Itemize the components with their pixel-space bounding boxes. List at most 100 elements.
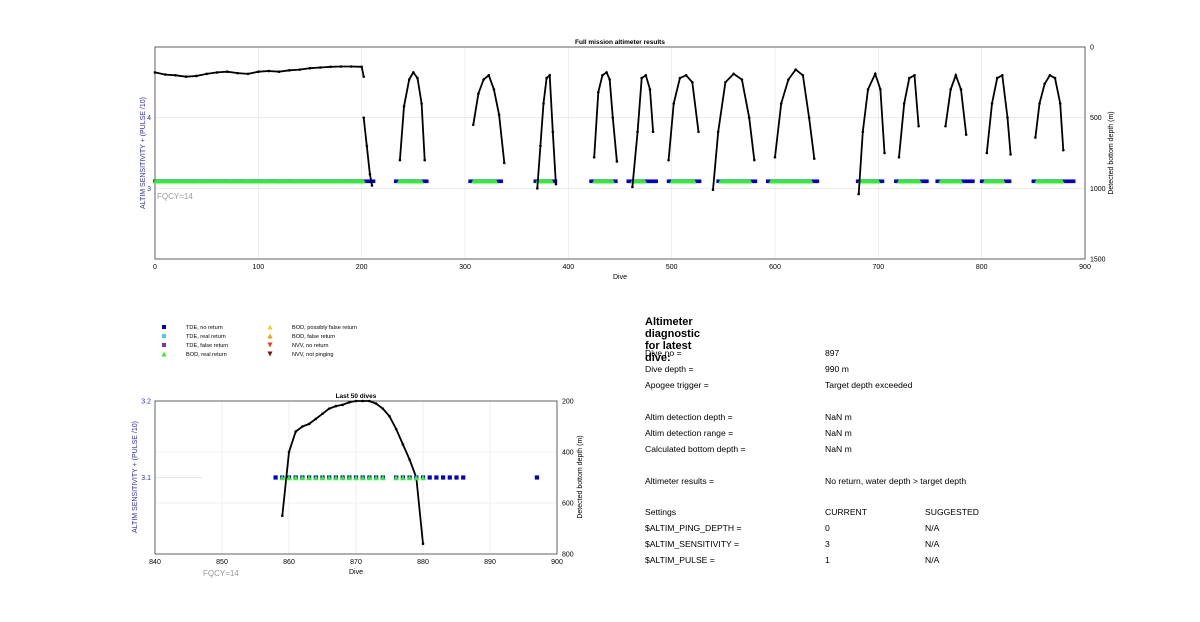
main-bottom-depth-dive-10-point [902, 102, 906, 105]
main-x-tick-0: 0 [153, 264, 157, 271]
main-x-tick-300: 300 [459, 264, 471, 271]
main-bottom-depth-dive-4-point [597, 90, 600, 94]
main-tde-marker [371, 179, 376, 184]
setting-label-2: $ALTIM_PULSE = [645, 555, 715, 565]
zoom-x-tick-890: 890 [484, 559, 496, 566]
zoom-chart-title: Last 50 dives [336, 393, 377, 400]
diagnostic-value-2: Target depth exceeded [825, 380, 913, 390]
legend-marker-5 [267, 333, 273, 339]
diagnostic-value-3: NaN m [825, 412, 852, 422]
zoom-bottom-depth-point [281, 514, 284, 518]
main-bottom-depth-flat [154, 65, 365, 78]
zoom-chart-y-right-axis-label: Detected bottom depth (m) [577, 435, 584, 518]
zoom-bottom-depth-point [388, 415, 391, 418]
main-bottom-depth-dive-9 [857, 71, 886, 195]
main-bottom-depth-dive-11-point [944, 124, 947, 128]
main-bottom-depth-dive-1-point [423, 158, 427, 162]
main-bottom-depth-dive-13-point [1058, 102, 1062, 105]
main-bottom-depth-dive-6-point [672, 102, 676, 105]
zoom-chart-y-right-tick-labels: 200 400 600 800 [562, 399, 574, 559]
diagnostic-label-6: Altimeter results = [645, 476, 715, 486]
legend-label-5: BOD, false return [292, 334, 335, 340]
main-bottom-depth-dive-12-point [1001, 73, 1004, 77]
main-bottom-depth-dive-6-point [697, 130, 700, 134]
main-bod-marker [549, 179, 554, 184]
main-bottom-depth-dive-3-point [551, 130, 555, 134]
main-bottom-depth-dive-2-point [477, 92, 480, 95]
zoom-bottom-depth-point [314, 417, 318, 421]
main-bottom-depth-dive-10-point [897, 155, 901, 159]
main-bottom-depth-flat-point [298, 68, 301, 71]
zoom-bottom-depth-point [321, 412, 324, 416]
main-bottom-depth-dive-12-point [1006, 116, 1009, 119]
main-bod-marker [610, 179, 615, 184]
zoom-y-right-tick-600: 600 [562, 501, 574, 508]
main-bottom-depth-dive-0-point [370, 184, 374, 187]
main-bottom-depth-dive-4-point [605, 71, 608, 74]
zoom-bottom-depth-point [307, 422, 311, 426]
main-bottom-depth-dive-4-point [592, 155, 596, 159]
main-tde-marker [971, 179, 975, 184]
setting-suggested-2: N/A [925, 555, 940, 565]
main-bottom-depth-flat-point [174, 73, 177, 77]
main-chart-bod-real-return-series [152, 179, 1065, 184]
main-chart-grid [154, 46, 1086, 260]
zoom-bottom-depth-point [327, 407, 331, 410]
zoom-x-tick-850: 850 [216, 559, 228, 566]
main-bottom-depth-dive-10-point [917, 124, 920, 128]
zoom-tde-marker [534, 475, 539, 480]
main-bottom-depth-dive-2-point [497, 113, 501, 117]
main-y-right-tick-1500: 1500 [1090, 257, 1106, 264]
main-bottom-depth-dive-10-point [913, 73, 916, 77]
zoom-bod-marker [413, 474, 420, 481]
zoom-bod-marker [333, 474, 339, 481]
legend-label-2: TDE, false return [186, 343, 228, 349]
main-bottom-depth-dive-10-point [908, 76, 911, 80]
zoom-bod-marker [373, 474, 379, 481]
zoom-tde-marker [454, 475, 459, 480]
main-bottom-depth-dive-12-point [1009, 153, 1012, 156]
main-chart-x-axis-label: Dive [613, 274, 627, 281]
main-bottom-depth-dive-1-point [398, 158, 402, 162]
main-bottom-depth-flat-point [360, 65, 363, 69]
zoom-x-tick-870: 870 [350, 559, 362, 566]
main-bod-marker [748, 179, 753, 184]
zoom-bod-marker [326, 474, 332, 481]
setting-suggested-1: N/A [925, 539, 940, 549]
main-bottom-depth-dive-1-point [412, 71, 415, 74]
main-bottom-depth-dive-3-point [539, 144, 542, 148]
main-y-left-tick-4: 4 [147, 115, 151, 122]
zoom-bottom-depth-point [421, 542, 425, 546]
main-bottom-depth-dive-0-point [368, 172, 372, 176]
zoom-bod-marker [366, 474, 373, 481]
main-x-tick-800: 800 [976, 264, 988, 271]
main-bottom-depth-dive-10 [898, 73, 920, 158]
main-bottom-depth-dive-1-point [420, 102, 423, 105]
zoom-tde-marker [427, 475, 432, 480]
zoom-bod-marker [306, 474, 312, 481]
marker-legend: TDE, no return TDE, real return TDE, false… [161, 324, 357, 358]
main-x-tick-400: 400 [562, 264, 574, 271]
zoom-bod-marker [420, 474, 426, 481]
zoom-bod-marker [393, 474, 399, 481]
main-y-right-tick-1000: 1000 [1090, 186, 1106, 193]
main-bottom-depth-dive-12-point [995, 76, 999, 80]
main-tde-marker [1071, 179, 1076, 184]
main-y-right-tick-0: 0 [1090, 45, 1094, 52]
zoom-bottom-depth-point [374, 402, 378, 405]
zoom-bottom-depth-point [354, 399, 358, 403]
main-bottom-depth-dive-8-point [812, 157, 816, 160]
legend-label-3: BOD, real return [186, 352, 227, 358]
main-bottom-depth-dive-1-point [407, 78, 411, 81]
main-tde-marker [880, 179, 885, 184]
main-y-right-tick-500: 500 [1090, 115, 1102, 122]
main-bottom-depth-dive-7-point [753, 158, 756, 162]
main-y-left-tick-3: 3 [147, 186, 151, 193]
main-chart-title: Full mission altimeter results [575, 39, 665, 46]
zoom-y-right-tick-800: 800 [562, 552, 574, 559]
zoom-bottom-depth-point [348, 400, 351, 404]
main-bottom-depth-dive-8 [774, 68, 816, 159]
main-bottom-depth-dive-2-point [487, 73, 491, 77]
zoom-bottom-depth-point [381, 407, 385, 410]
